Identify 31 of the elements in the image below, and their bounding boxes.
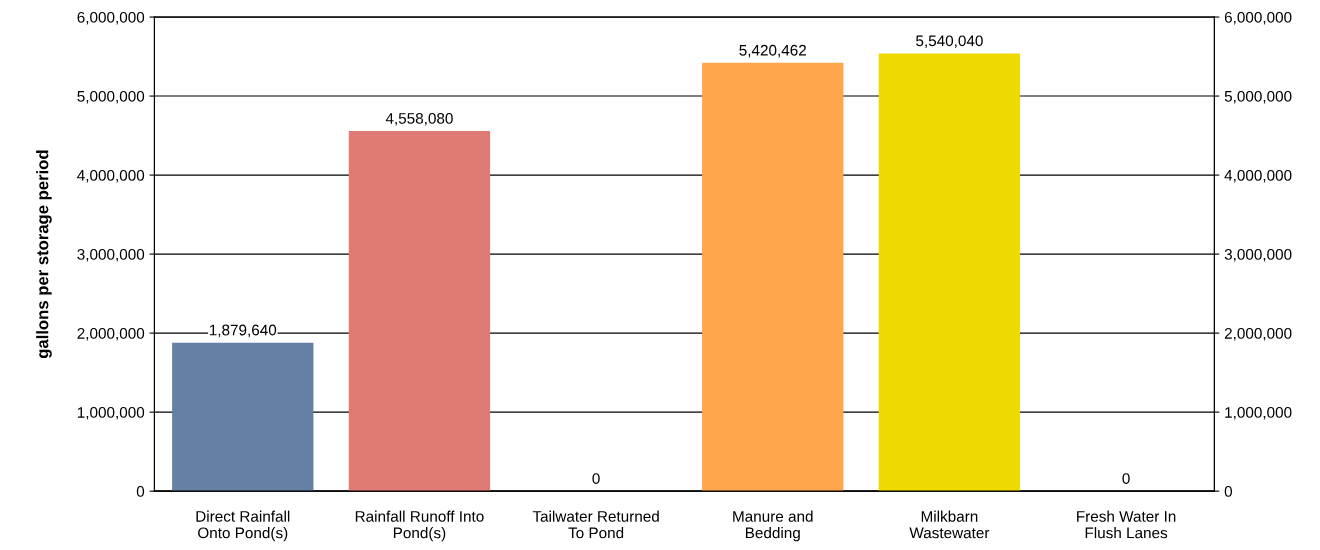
- bar: [172, 342, 314, 492]
- data-label: 4,558,080: [385, 112, 453, 126]
- y-tick-label: 1,000,000: [77, 407, 145, 420]
- y2-tick-label: 0: [1224, 486, 1233, 497]
- x-tick-label: Milkbarn Wastewater: [909, 510, 990, 539]
- x-tick-label: Direct Rainfall Onto Pond(s): [196, 510, 290, 542]
- y2-tick-label: 2,000,000: [1224, 327, 1292, 341]
- x-tick-label: Tailwater Returned To Pond: [532, 510, 659, 539]
- data-label: 5,420,462: [739, 44, 806, 58]
- x-tick-label: Fresh Water In Flush Lanes: [1077, 510, 1176, 539]
- y-tick-label: 3,000,000: [77, 248, 145, 262]
- x-tick-label: Rainfall Runoff Into Pond(s): [355, 510, 484, 542]
- y-tick-label: 4,000,000: [77, 169, 145, 183]
- y-tick-label: 5,000,000: [77, 90, 145, 104]
- y2-tick-label: 3,000,000: [1224, 248, 1292, 262]
- bar: [702, 62, 844, 492]
- y2-tick-label: 5,000,000: [1224, 90, 1292, 104]
- data-label: 1,879,640: [209, 324, 277, 338]
- bar: [348, 130, 491, 492]
- bar: [878, 53, 1021, 492]
- y-tick-label: 6,000,000: [77, 11, 145, 25]
- data-label: 0: [592, 473, 600, 484]
- y2-tick-label: 1,000,000: [1225, 407, 1292, 420]
- y-tick-label: 2,000,000: [77, 327, 145, 341]
- x-tick-label: Manure and Bedding: [733, 510, 813, 542]
- data-label: 0: [1122, 473, 1130, 484]
- data-label: 5,540,040: [916, 35, 983, 49]
- y-tick-label: 0: [136, 486, 145, 497]
- y2-tick-label: 4,000,000: [1224, 169, 1292, 183]
- y2-tick-label: 6,000,000: [1224, 11, 1292, 25]
- y-axis-title: gallons per storage period: [36, 150, 52, 359]
